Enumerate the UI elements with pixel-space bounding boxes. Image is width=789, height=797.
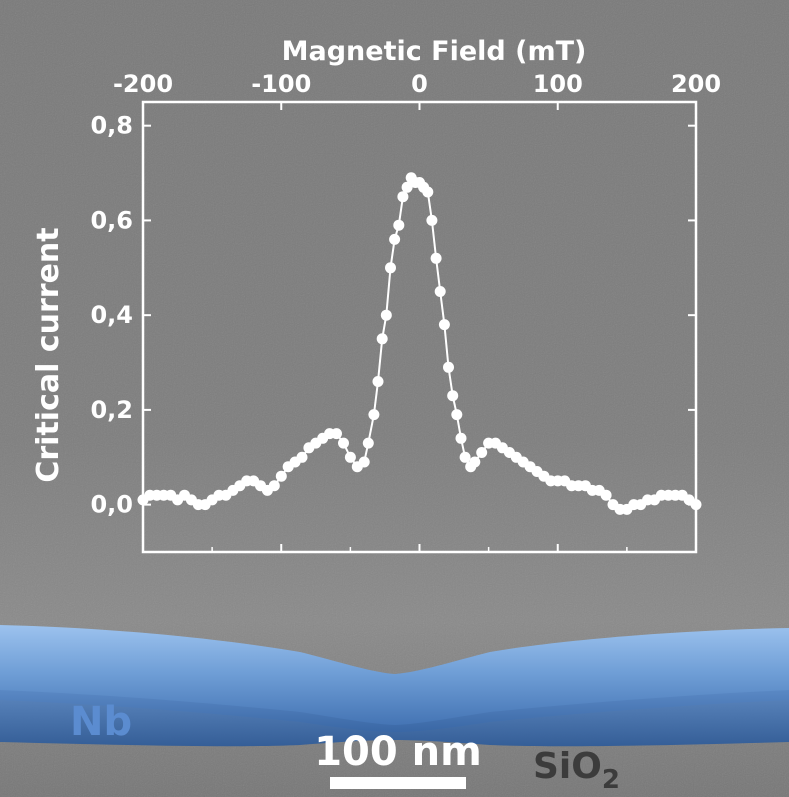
x-axis-title: Magnetic Field (mT) [282,36,587,67]
data-point [389,233,401,245]
data-point [443,361,454,373]
data-point [401,181,413,193]
data-point [268,480,280,492]
x-tick-label: -100 [251,70,311,98]
y-axis-ticks: 0,0 0,2 0,4 0,6 0,8 [90,112,696,519]
data-point [430,252,442,264]
nb-label: Nb [70,699,132,745]
data-point [385,262,396,274]
data-point [438,319,450,331]
y-tick-label: 0,0 [90,491,133,519]
data-point [368,409,380,421]
data-point [358,456,370,468]
y-tick-label: 0,6 [90,206,133,234]
data-point [447,390,459,402]
data-point [459,451,471,463]
y-tick-label: 0,2 [90,396,133,424]
series-points [137,172,702,515]
data-point [397,191,409,203]
y-axis-title: Critical current [31,227,66,482]
sio2-label: SiO2 [533,746,620,795]
data-point [469,456,481,468]
data-point [376,333,388,345]
y-tick-label: 0,8 [90,112,133,140]
data-point [362,437,374,449]
data-point [344,451,356,463]
data-point [476,447,488,458]
x-tick-label: 0 [411,70,428,98]
scale-bar [330,777,466,789]
sio2-subscript: 2 [602,765,620,795]
data-point [393,219,405,231]
data-point [600,489,612,501]
data-point [455,432,467,444]
x-axis-ticks: -200 -100 0 100 200 [113,70,721,552]
data-point [338,437,349,449]
data-point [434,286,446,297]
data-point [451,409,463,421]
data-point [690,499,702,511]
nb-film-front [0,690,789,747]
data-point [275,470,287,482]
data-point [296,451,308,463]
critical-current-chart: -200 -100 0 100 200 0,0 0,2 0,4 0,6 0,8 Magnetic… [31,36,721,554]
data-point [380,309,392,321]
data-point [372,376,384,387]
x-tick-label: 200 [671,70,721,98]
y-tick-label: 0,4 [90,301,133,329]
data-point [422,186,434,198]
data-point [331,428,342,440]
x-tick-label: 100 [533,70,583,98]
x-tick-label: -200 [113,70,173,98]
data-point [426,214,438,226]
scale-bar-label: 100 nm [314,729,482,775]
